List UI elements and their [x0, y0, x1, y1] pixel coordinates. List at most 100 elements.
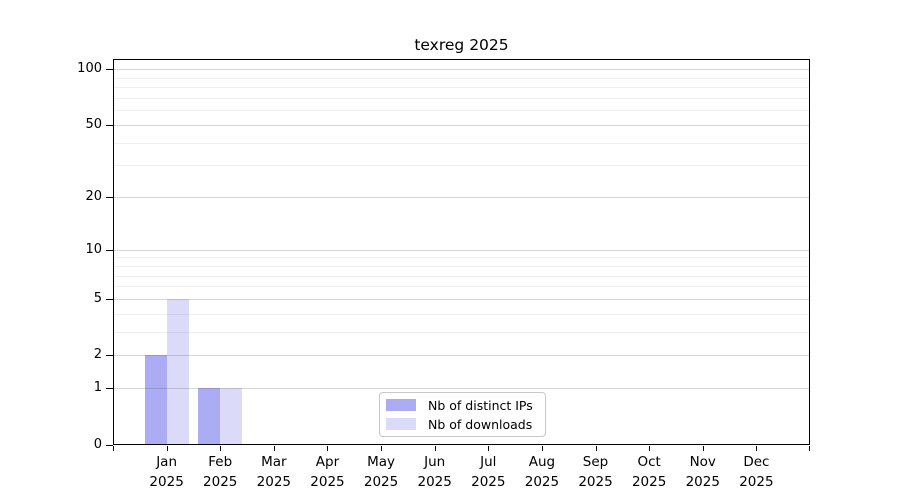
x-axis-year: 2025: [256, 474, 292, 490]
x-axis-tick: [702, 446, 704, 451]
x-axis-tick: [273, 446, 275, 451]
x-axis-label: Feb 2025: [188, 452, 252, 492]
minor-gridline: [114, 257, 809, 259]
minor-gridline: [114, 265, 809, 267]
x-axis-tick: [327, 446, 329, 451]
x-axis-label: Jun 2025: [403, 452, 467, 492]
x-axis-label: Aug 2025: [510, 452, 574, 492]
x-axis-label: May 2025: [349, 452, 413, 492]
x-axis-label: Oct 2025: [617, 452, 681, 492]
legend-item: Nb of downloads: [386, 418, 545, 431]
x-axis-month: Aug: [528, 454, 556, 470]
x-axis-month: Jul: [480, 454, 497, 470]
x-axis-year: 2025: [363, 474, 399, 490]
minor-gridline: [114, 110, 809, 112]
x-axis-year: 2025: [524, 474, 560, 490]
x-axis-year: 2025: [578, 474, 613, 490]
major-gridline: [114, 125, 809, 126]
x-axis-month: Sep: [582, 454, 609, 470]
y-axis-tick: [106, 355, 113, 357]
bar-distinct-ips-jan: [144, 355, 167, 445]
x-axis-tick: [488, 446, 490, 451]
x-axis-year: 2025: [631, 474, 667, 490]
legend-swatch-downloads: [386, 418, 416, 430]
x-axis-month: May: [367, 454, 396, 470]
y-axis-label: 10: [85, 241, 102, 257]
y-axis-tick: [106, 197, 113, 199]
y-axis-label: 2: [93, 347, 102, 363]
legend-label: Nb of downloads: [428, 416, 533, 432]
x-axis-year: 2025: [685, 474, 720, 490]
x-axis-month: Apr: [315, 454, 340, 470]
x-axis-tick: [595, 446, 597, 451]
bar-distinct-ips-feb: [198, 388, 221, 445]
x-axis-month: Jan: [156, 454, 178, 470]
bar-downloads-jan: [166, 298, 189, 445]
y-axis-tick: [106, 249, 113, 251]
y-axis-tick: [106, 69, 113, 71]
x-axis-edge-tick: [113, 446, 114, 451]
y-axis-label: 5: [93, 290, 102, 306]
y-axis-tick: [106, 388, 113, 390]
x-axis-year: 2025: [739, 474, 774, 490]
x-axis-month: Feb: [208, 454, 233, 470]
major-gridline: [114, 355, 809, 357]
minor-gridline: [114, 98, 809, 100]
x-axis-tick: [381, 446, 383, 451]
major-gridline: [114, 249, 809, 251]
x-axis-tick: [166, 446, 168, 451]
x-axis-year: 2025: [203, 474, 238, 490]
y-axis-label: 1: [93, 380, 102, 396]
x-axis-tick: [649, 446, 651, 451]
major-gridline: [114, 388, 809, 390]
legend-swatch-distinct-ips: [386, 399, 416, 411]
x-axis-label: Nov 2025: [671, 452, 735, 492]
y-axis-label: 100: [77, 61, 102, 77]
x-axis-month: Oct: [637, 454, 661, 470]
x-axis-year: 2025: [471, 474, 506, 490]
y-axis-tick: [106, 298, 113, 300]
x-axis-tick: [434, 446, 436, 451]
y-axis-label: 20: [85, 189, 102, 205]
minor-gridline: [114, 165, 809, 167]
minor-gridline: [114, 142, 809, 144]
x-axis-label: Mar 2025: [242, 452, 306, 492]
x-axis-label: Sep 2025: [564, 452, 628, 492]
bar-downloads-feb: [220, 388, 243, 445]
x-axis-tick: [756, 446, 758, 451]
x-axis-tick: [220, 446, 222, 451]
y-axis-tick: [106, 444, 113, 446]
minor-gridline: [114, 87, 809, 89]
x-axis-label: Apr 2025: [295, 452, 359, 492]
x-axis-label: Jan 2025: [135, 452, 199, 492]
minor-gridline: [114, 286, 809, 288]
major-gridline: [114, 298, 809, 300]
x-axis-year: 2025: [310, 474, 345, 490]
legend: Nb of distinct IPs Nb of downloads: [379, 392, 546, 437]
x-axis-month: Nov: [689, 454, 716, 470]
y-axis-tick: [106, 125, 113, 126]
legend-label: Nb of distinct IPs: [428, 397, 533, 413]
chart-title: texreg 2025: [414, 36, 509, 54]
x-axis-label: Jul 2025: [456, 452, 520, 492]
x-axis-label: Dec 2025: [724, 452, 788, 492]
y-axis-label: 0: [93, 436, 102, 452]
major-gridline: [114, 69, 809, 71]
y-axis-label: 50: [85, 117, 102, 132]
x-axis-tick: [541, 446, 543, 451]
minor-gridline: [114, 313, 809, 315]
x-axis-month: Dec: [743, 454, 770, 470]
major-gridline: [114, 197, 809, 199]
x-axis-year: 2025: [417, 474, 452, 490]
x-axis-month: Mar: [261, 454, 287, 470]
x-axis-year: 2025: [149, 474, 184, 490]
minor-gridline: [114, 275, 809, 277]
minor-gridline: [114, 77, 809, 79]
x-axis-month: Jun: [424, 454, 446, 470]
x-axis-edge-tick: [809, 446, 810, 451]
legend-item: Nb of distinct IPs: [386, 399, 545, 412]
